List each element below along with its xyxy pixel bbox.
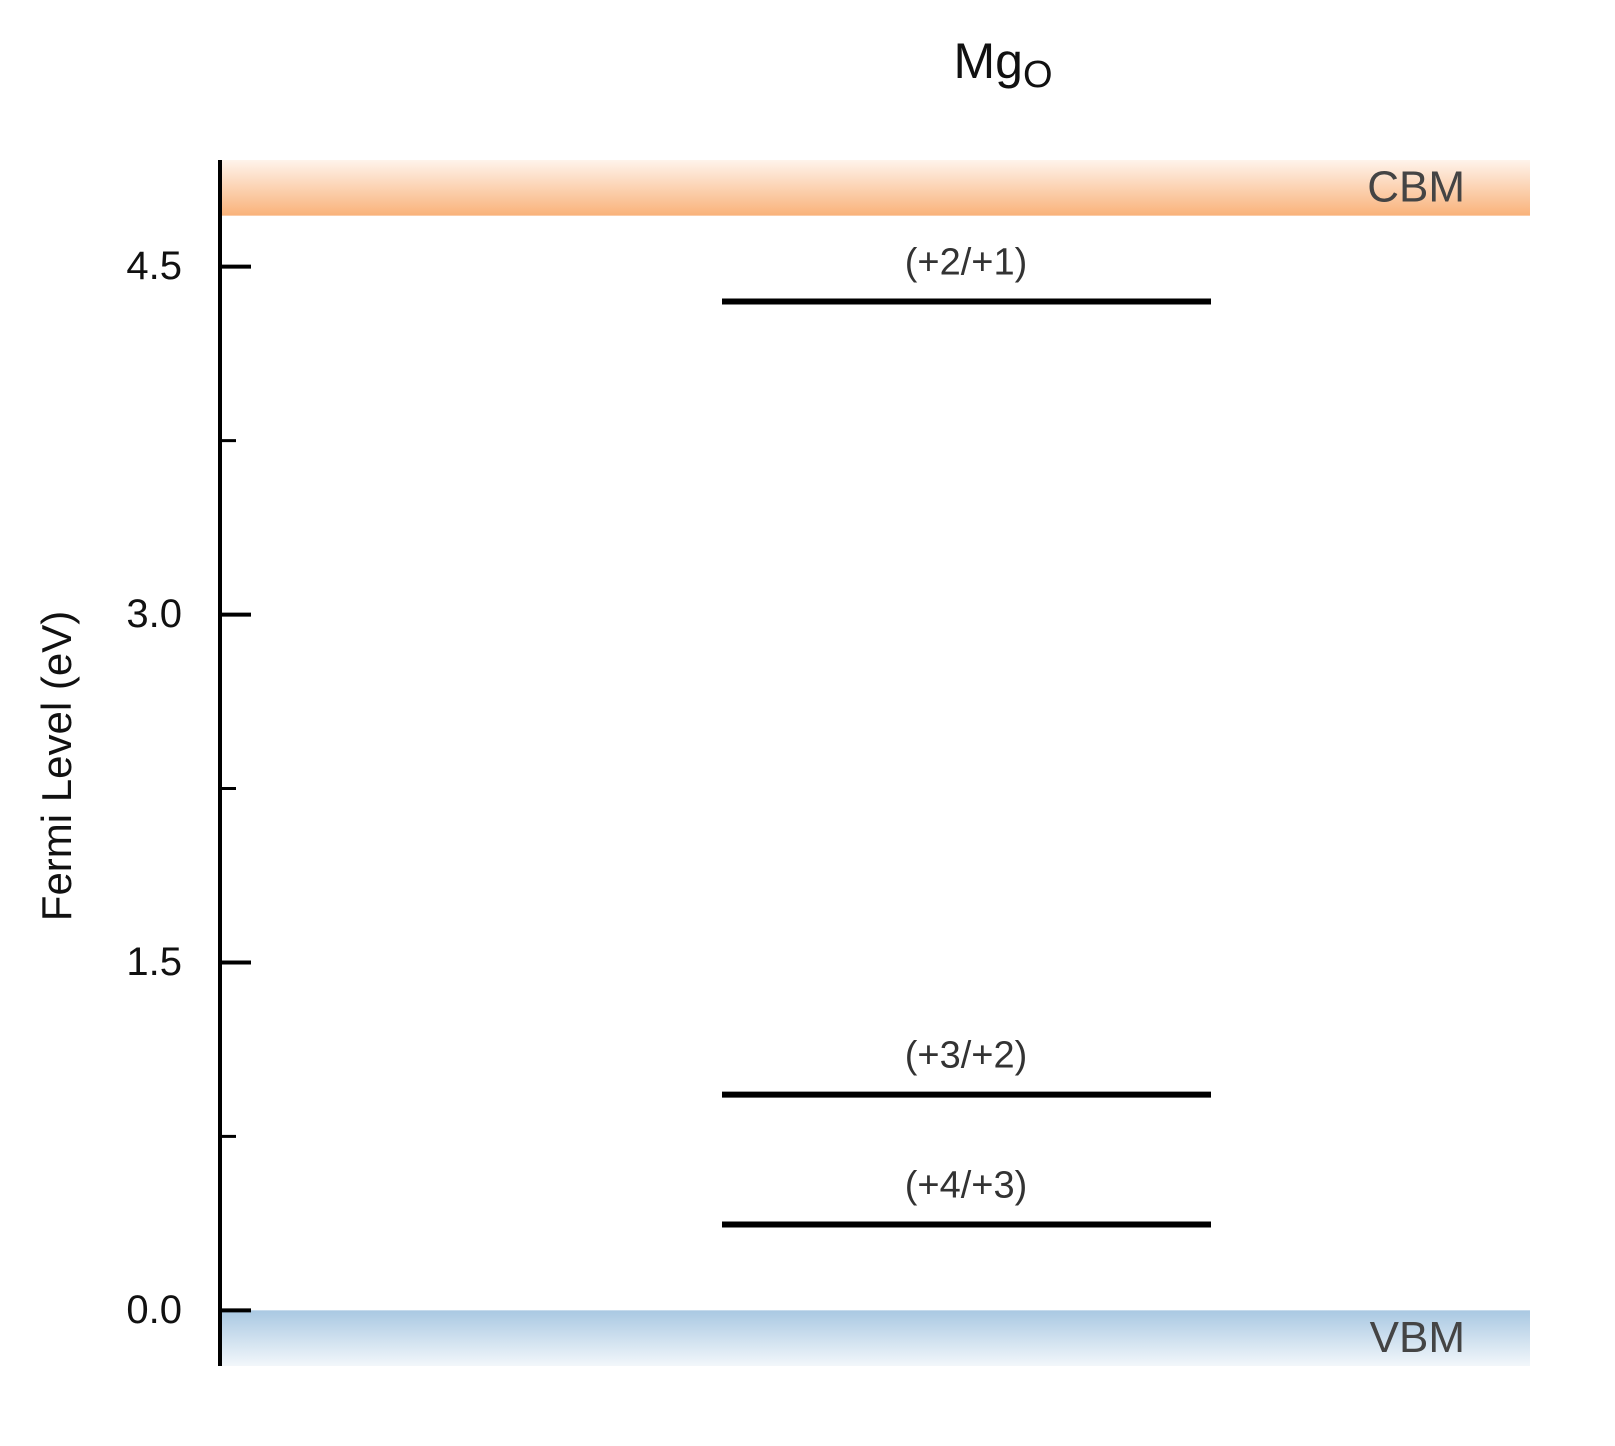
y-tick-label: 4.5 (126, 244, 182, 288)
y-tick-label: 3.0 (126, 592, 182, 636)
y-tick-label: 1.5 (126, 940, 182, 984)
title-subscript: O (1023, 54, 1053, 96)
level-label: (+4/+3) (905, 1165, 1028, 1207)
cbm-band (220, 160, 1530, 216)
chart-title: MgO (953, 33, 1052, 96)
y-axis-label: Fermi Level (eV) (33, 611, 80, 921)
level-label: (+2/+1) (905, 242, 1028, 284)
cbm-label: CBM (1367, 162, 1465, 211)
level-label: (+3/+2) (905, 1035, 1028, 1077)
vbm-band (220, 1310, 1530, 1366)
title-main: Mg (953, 33, 1022, 89)
y-tick-label: 0.0 (126, 1288, 182, 1332)
vbm-label: VBM (1370, 1313, 1465, 1362)
